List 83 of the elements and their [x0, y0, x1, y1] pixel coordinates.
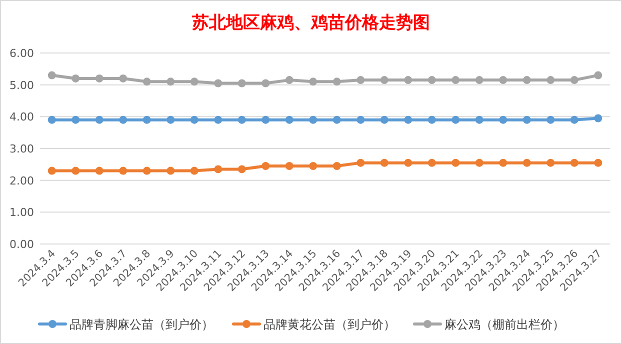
point	[95, 74, 104, 82]
y-tick-label: 1.00	[10, 206, 34, 220]
y-tick-label: 4.00	[10, 110, 34, 124]
point	[546, 76, 555, 84]
point	[238, 165, 246, 174]
point	[72, 116, 80, 124]
point	[475, 116, 484, 124]
point	[332, 78, 341, 86]
point	[166, 116, 175, 124]
point	[499, 76, 508, 84]
point	[142, 78, 151, 86]
point	[119, 166, 128, 175]
legend-label: 品牌青脚麻公苗（到户价）	[70, 318, 214, 332]
point	[48, 71, 56, 80]
point	[309, 162, 318, 170]
point	[380, 76, 388, 84]
point	[404, 116, 412, 124]
legend-label: 品牌黄花公苗（到户价）	[264, 318, 396, 332]
point	[594, 158, 602, 167]
point	[166, 166, 175, 175]
point	[570, 158, 578, 167]
y-tick-label: 0.00	[10, 238, 34, 251]
point	[190, 78, 198, 86]
point	[119, 74, 128, 82]
point	[166, 78, 175, 86]
point	[48, 166, 56, 175]
point	[285, 162, 294, 170]
legend-label: 麻公鸡（棚前出栏价）	[444, 318, 564, 332]
point	[522, 76, 531, 84]
point	[522, 116, 531, 124]
point	[570, 76, 578, 84]
point	[499, 158, 508, 167]
point	[499, 116, 508, 124]
y-tick-label: 6.00	[10, 47, 34, 60]
point	[356, 158, 365, 167]
point	[262, 162, 270, 170]
point	[594, 71, 602, 80]
point	[356, 76, 365, 84]
point	[238, 79, 246, 88]
point	[380, 116, 388, 124]
point	[475, 76, 484, 84]
point	[546, 116, 555, 124]
y-tick-label: 3.00	[10, 142, 34, 156]
point	[380, 158, 388, 167]
point	[190, 166, 198, 175]
point	[214, 79, 222, 88]
point	[214, 116, 222, 124]
point	[285, 116, 294, 124]
point	[452, 76, 460, 84]
point	[522, 158, 531, 167]
point	[95, 166, 104, 175]
point	[238, 116, 246, 124]
point	[48, 116, 56, 124]
point	[72, 166, 80, 175]
point	[546, 158, 555, 167]
y-tick-label: 2.00	[10, 174, 34, 188]
point	[190, 116, 198, 124]
point	[119, 116, 128, 124]
point	[404, 76, 412, 84]
point	[404, 158, 412, 167]
point	[262, 79, 270, 88]
point	[262, 116, 270, 124]
point	[452, 158, 460, 167]
point	[356, 116, 365, 124]
point	[452, 116, 460, 124]
point	[142, 166, 151, 175]
point	[594, 114, 602, 122]
point	[285, 76, 294, 84]
point	[475, 158, 484, 167]
point	[142, 116, 151, 124]
point	[332, 116, 341, 124]
y-tick-label: 5.00	[10, 78, 34, 92]
point	[428, 158, 436, 167]
point	[309, 78, 318, 86]
point	[309, 116, 318, 124]
point	[332, 162, 341, 170]
point	[214, 165, 222, 174]
point	[428, 76, 436, 84]
point	[95, 116, 104, 124]
point	[428, 116, 436, 124]
chart-title: 苏北地区麻鸡、鸡苗价格走势图	[191, 13, 430, 32]
point	[570, 116, 578, 124]
point	[72, 74, 80, 82]
